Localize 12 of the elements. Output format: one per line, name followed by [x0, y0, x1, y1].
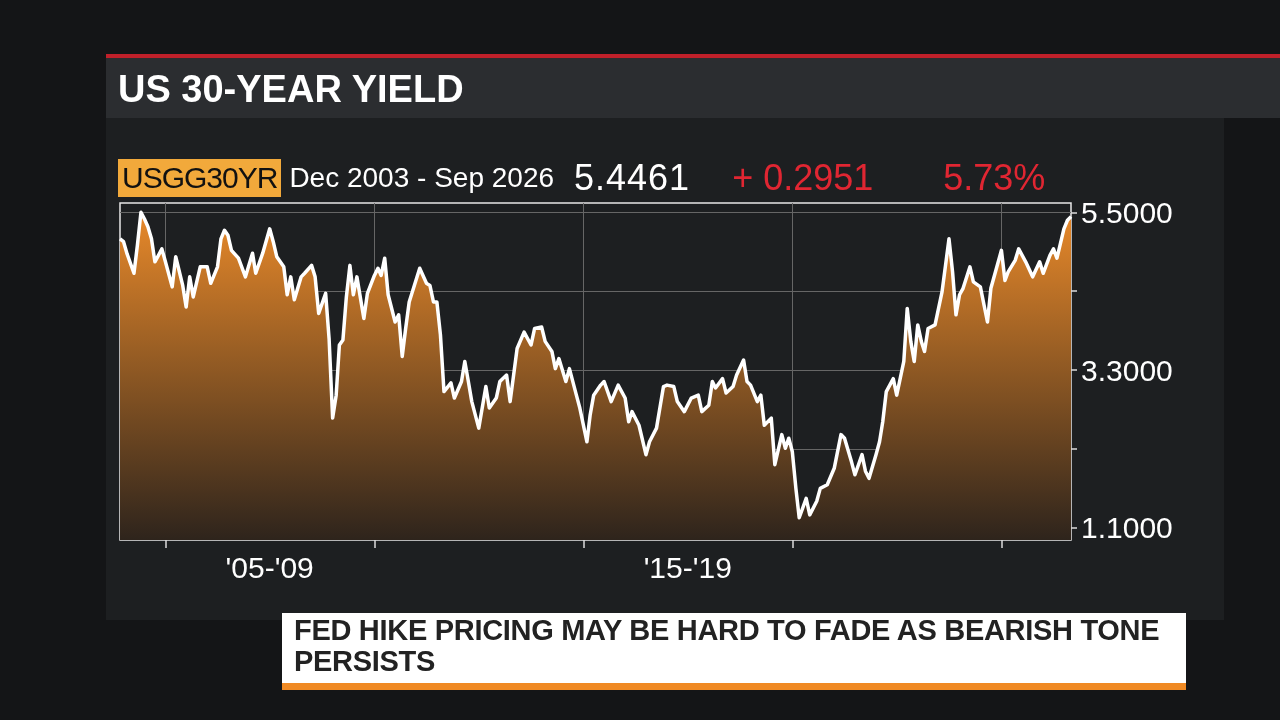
chart-title: US 30-YEAR YIELD — [118, 68, 464, 111]
text: Dec 2003 - Sep 2026 — [289, 162, 555, 194]
text: 5.4461 — [574, 157, 691, 199]
text: USGG30YR — [118, 159, 282, 197]
y-tick-label: 3.3000 — [1081, 353, 1173, 387]
y-tick-label: 5.5000 — [1081, 195, 1173, 229]
text: + 0.2951 — [732, 157, 874, 199]
text: 5.73% — [943, 157, 1046, 199]
x-tick-label: '15-'19 — [643, 550, 732, 584]
text: FED HIKE PRICING MAY BE HARD TO FADE AS BEARISH TONE PERSISTS — [282, 613, 1186, 690]
y-tick-label: 1.1000 — [1081, 511, 1173, 545]
x-tick-label: '05-'09 — [225, 550, 314, 584]
